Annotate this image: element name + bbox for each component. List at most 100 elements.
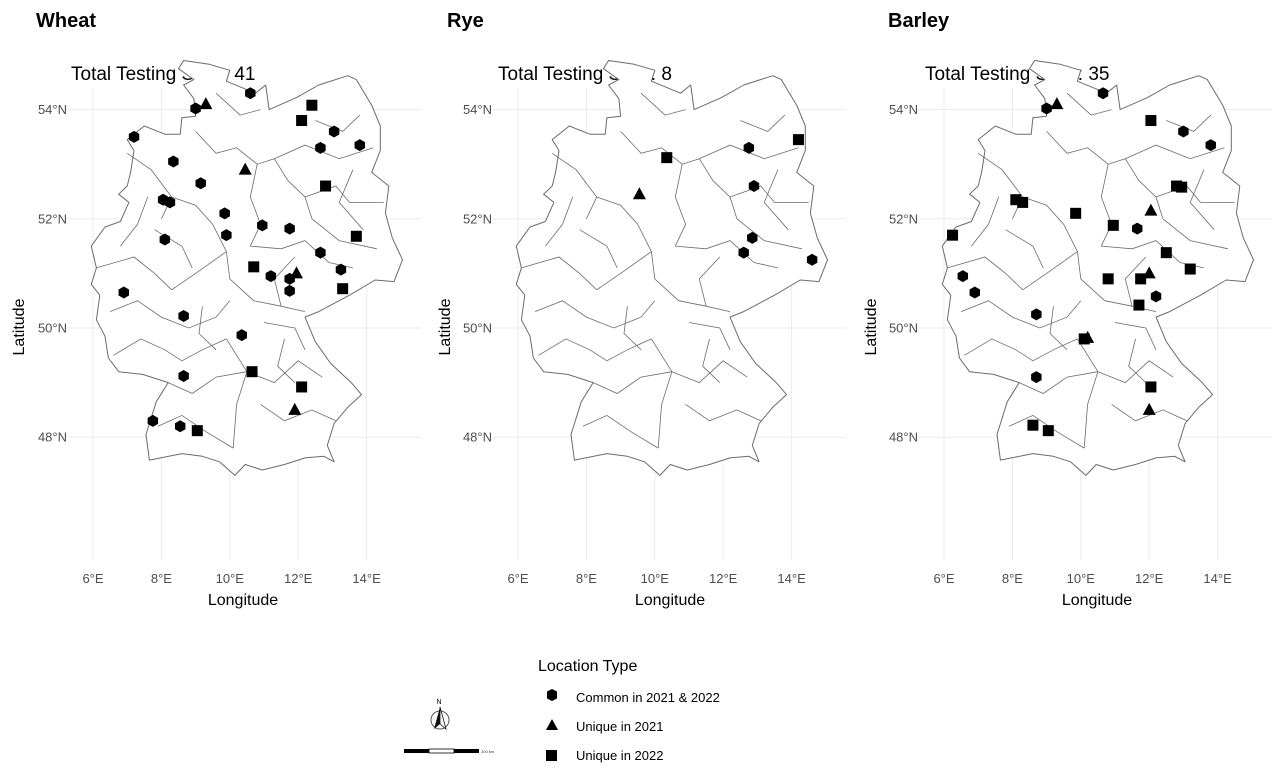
district-border: [1100, 164, 1113, 247]
y-tick-label: 54°N: [463, 102, 492, 117]
district-border: [126, 152, 173, 219]
district-border: [538, 338, 652, 362]
district-border: [1046, 131, 1126, 165]
y-ticks: 48°N 50°N 52°N 54°N: [38, 102, 67, 445]
site-marker-common: [118, 286, 129, 299]
y-tick-label: 48°N: [889, 430, 918, 445]
germany-map: [515, 60, 828, 476]
site-marker-unique-2022: [1145, 381, 1157, 393]
x-tick-label: 14°E: [352, 571, 381, 586]
district-border: [260, 404, 336, 422]
x-axis-title: Longitude: [1062, 592, 1132, 609]
site-marker-common: [1178, 125, 1189, 138]
district-border: [1022, 196, 1078, 252]
district-border: [315, 114, 361, 132]
site-marker-unique-2022: [1145, 115, 1157, 127]
points: [632, 134, 818, 266]
site-marker-common: [265, 270, 277, 283]
district-border: [1077, 338, 1099, 449]
y-tick-label: 50°N: [889, 321, 918, 336]
panel-wheat: Wheat Total Testing Sites: 41 6°E 8°E 10°E…: [11, 10, 422, 609]
country-border: [90, 60, 403, 476]
district-border: [246, 360, 323, 384]
district-border: [688, 322, 731, 350]
district-border: [1124, 256, 1147, 307]
legend-circle-icon: [547, 689, 557, 701]
district-border: [623, 306, 642, 351]
site-marker-unique-2021: [1142, 402, 1156, 415]
site-marker-unique-2022: [1070, 207, 1082, 219]
district-border: [250, 240, 353, 269]
site-marker-unique-2022: [350, 230, 362, 242]
x-tick-label: 10°E: [216, 571, 245, 586]
district-border: [947, 256, 1023, 291]
x-tick-label: 12°E: [284, 571, 313, 586]
x-ticks: 6°E 8°E 10°E 12°E 14°E: [507, 571, 806, 586]
x-tick-label: 6°E: [507, 571, 528, 586]
site-marker-common: [1041, 102, 1052, 115]
district-border: [1097, 360, 1174, 384]
site-marker-unique-2022: [320, 180, 332, 192]
site-marker-common: [315, 141, 326, 154]
x-axis-title: Longitude: [208, 592, 278, 609]
district-border: [195, 131, 275, 165]
district-border: [1114, 322, 1157, 350]
district-border: [1128, 338, 1147, 383]
district-border: [671, 360, 748, 384]
site-marker-unique-2022: [1017, 196, 1029, 208]
panel-title: Wheat: [36, 10, 96, 32]
district-border: [120, 196, 149, 247]
site-marker-unique-2022: [1135, 273, 1147, 285]
site-marker-common: [328, 125, 340, 138]
district-border: [960, 300, 1082, 329]
site-marker-unique-2022: [296, 381, 308, 393]
district-border: [651, 338, 673, 449]
site-marker-common: [164, 196, 176, 209]
site-marker-unique-2022: [792, 134, 804, 146]
site-marker-unique-2022: [1102, 273, 1114, 285]
district-border: [1111, 404, 1187, 422]
site-marker-common: [743, 141, 755, 154]
district-border: [171, 196, 227, 252]
x-ticks: 6°E 8°E 10°E 12°E 14°E: [82, 571, 381, 586]
scale-bar: 300 km: [404, 748, 495, 754]
district-border: [971, 196, 1000, 247]
legend: Location Type Common in 2021 & 2022 Uniq…: [538, 658, 720, 763]
site-marker-common: [219, 207, 230, 220]
site-marker-common: [284, 284, 295, 297]
site-marker-common: [178, 309, 189, 322]
district-border: [579, 229, 618, 269]
site-marker-common: [147, 414, 159, 427]
site-marker-unique-2021: [1050, 97, 1064, 110]
district-border: [198, 306, 217, 351]
site-marker-common: [1031, 371, 1042, 384]
north-arrow-icon: N: [430, 699, 450, 731]
district-border: [277, 338, 296, 383]
district-border: [1124, 158, 1164, 219]
x-tick-label: 10°E: [1067, 571, 1096, 586]
district-border: [1008, 414, 1085, 449]
y-tick-label: 54°N: [38, 102, 67, 117]
district-border: [740, 114, 786, 132]
site-marker-unique-2021: [288, 402, 302, 415]
district-border: [702, 338, 721, 383]
y-ticks: 48°N 50°N 52°N 54°N: [463, 102, 492, 445]
site-marker-common: [168, 155, 179, 168]
district-border: [698, 158, 738, 219]
germany-map: [90, 60, 403, 476]
site-marker-common: [315, 246, 326, 259]
scale-bar-label: 300 km: [481, 749, 495, 754]
north-arrow-label: N: [436, 699, 441, 706]
district-border: [1005, 229, 1044, 269]
district-border: [168, 371, 247, 394]
site-marker-common: [738, 246, 749, 259]
x-ticks: 6°E 8°E 10°E 12°E 14°E: [933, 571, 1232, 586]
district-border: [263, 322, 306, 350]
district-border: [338, 169, 364, 230]
district-border: [534, 300, 656, 329]
site-marker-unique-2022: [1184, 263, 1196, 275]
site-marker-unique-2022: [1176, 181, 1188, 193]
x-axis-title: Longitude: [635, 592, 705, 609]
y-tick-label: 52°N: [463, 211, 492, 226]
